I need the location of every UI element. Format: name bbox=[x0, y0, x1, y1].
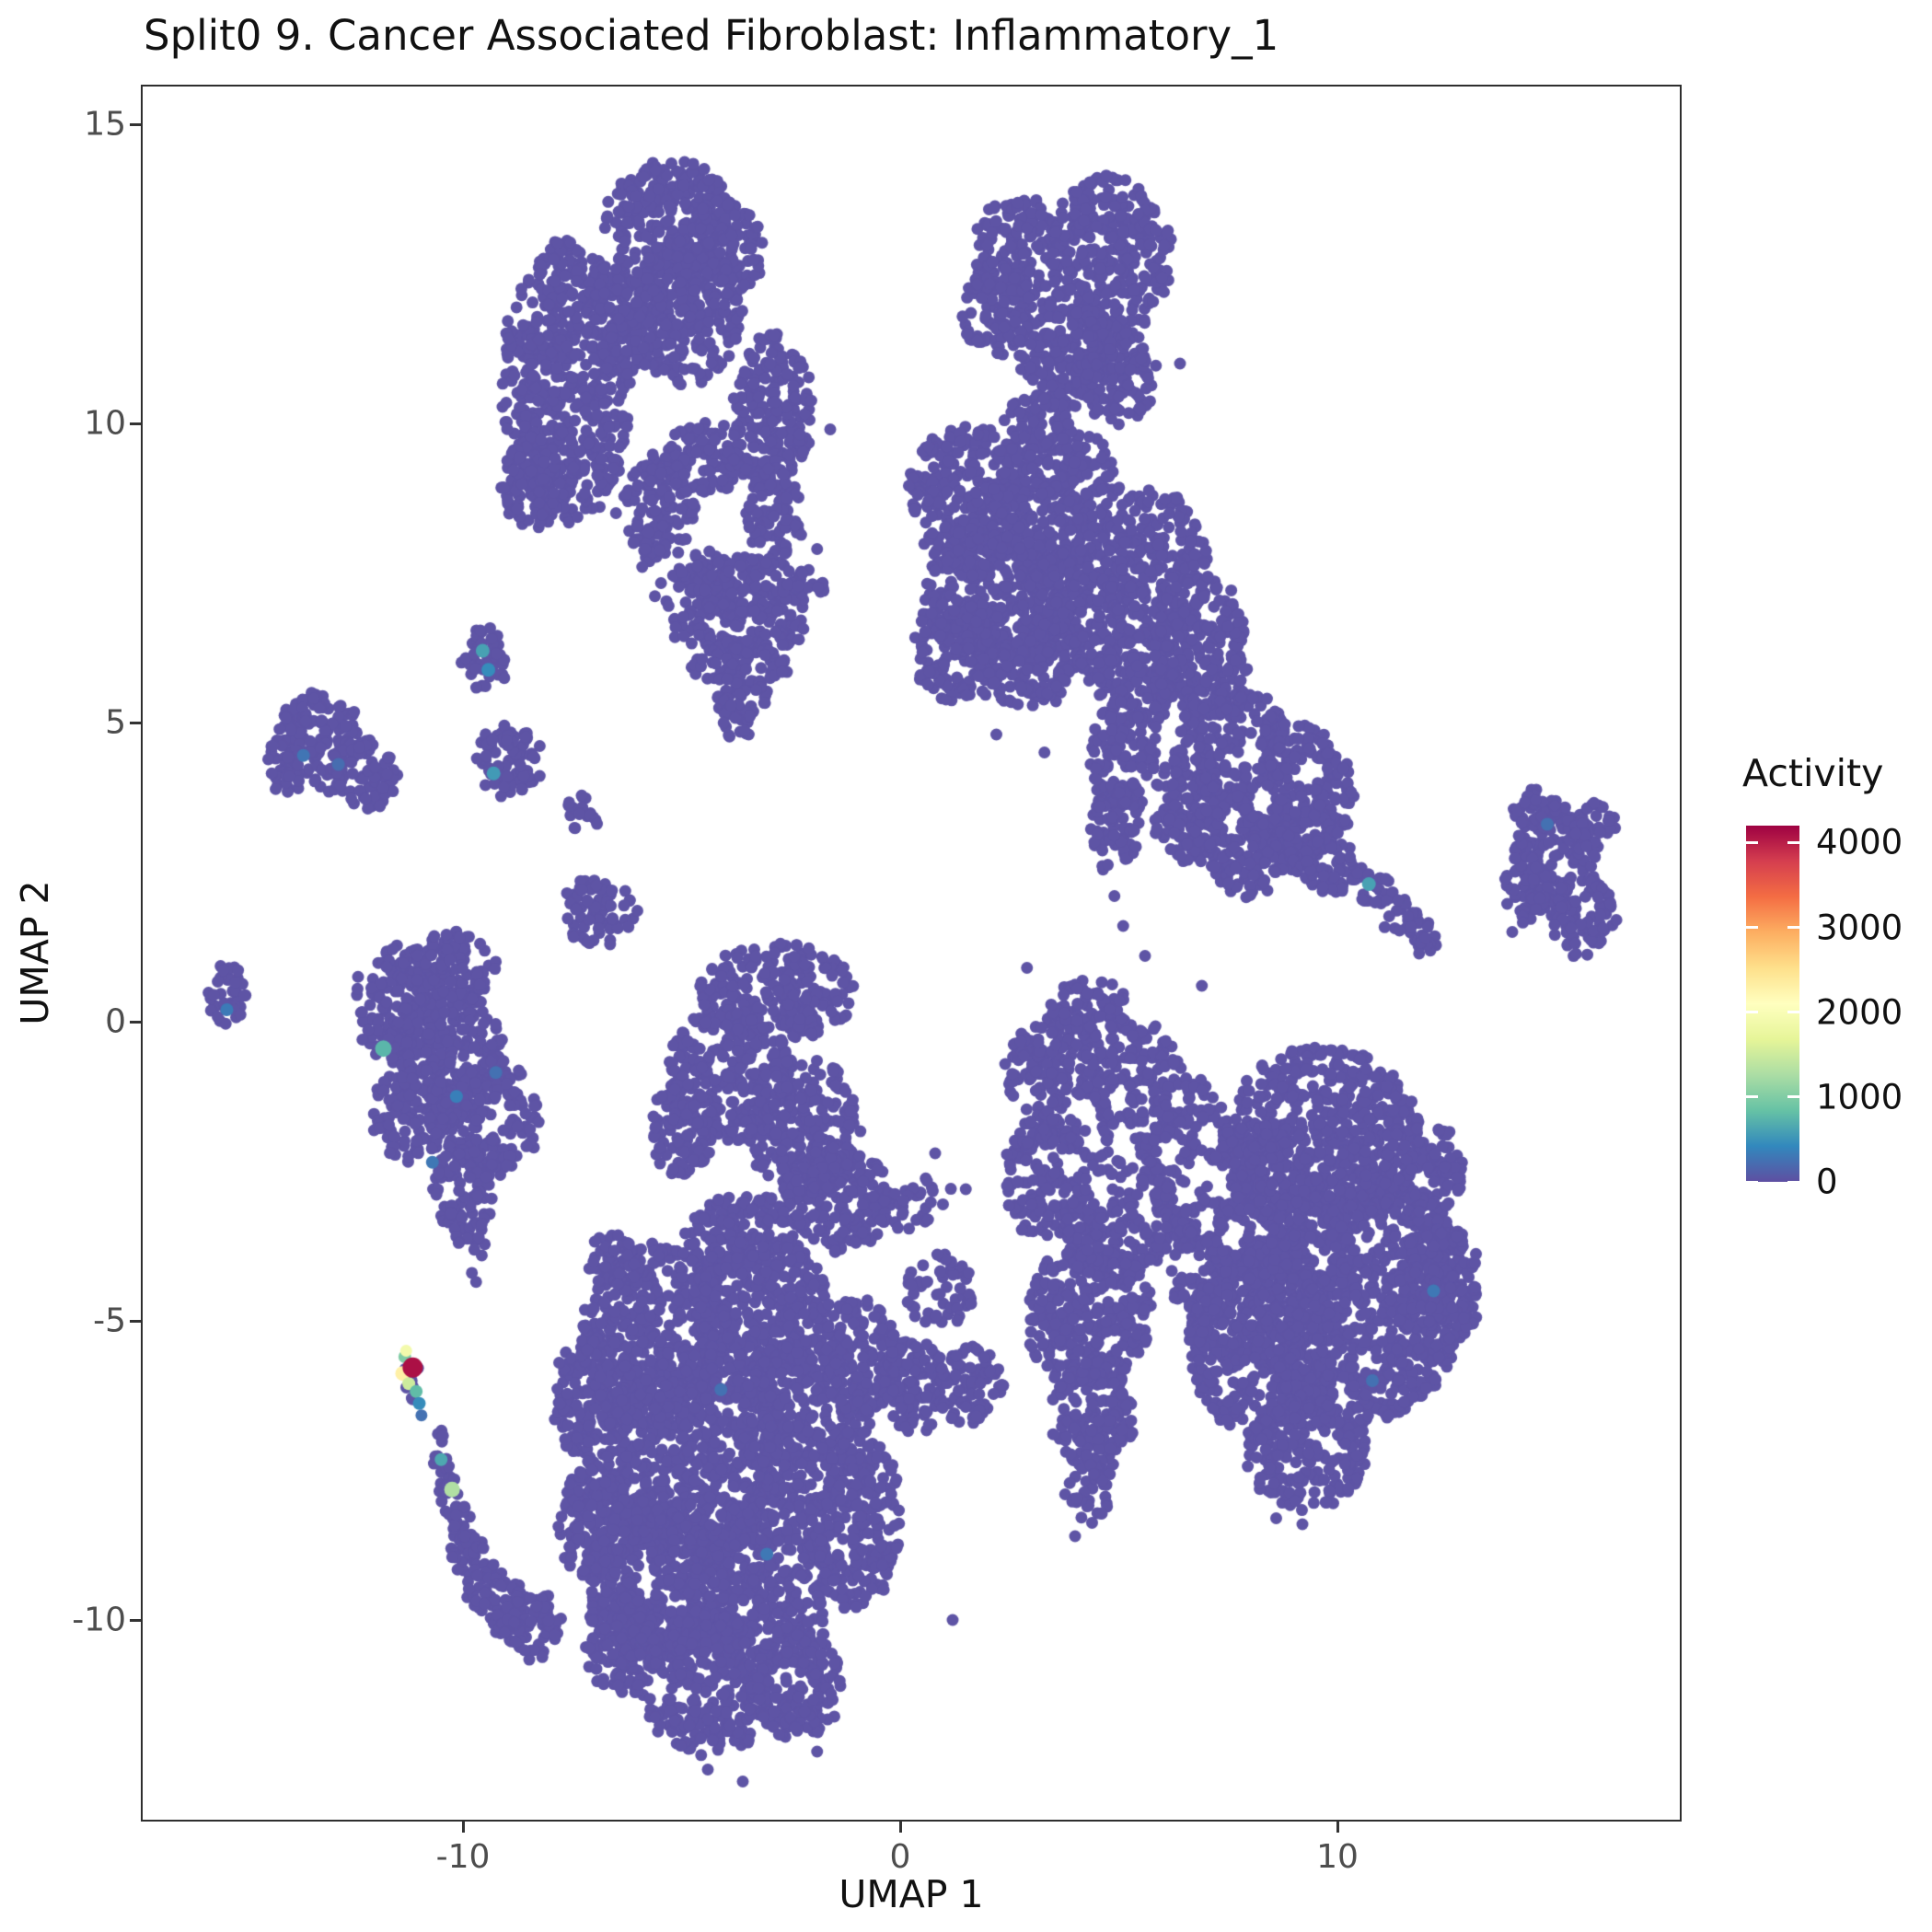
legend-tick-label: 1000 bbox=[1816, 1077, 1903, 1117]
y-axis-tick-mark bbox=[130, 1618, 141, 1622]
legend-tick-mark bbox=[1746, 1011, 1758, 1014]
y-tick-label: -10 bbox=[72, 1601, 126, 1639]
plot-panel bbox=[141, 85, 1682, 1822]
x-axis-tick-mark bbox=[461, 1822, 465, 1833]
y-axis-tick-mark bbox=[130, 1319, 141, 1323]
y-axis-title: UMAP 2 bbox=[13, 880, 57, 1025]
legend-tick-label: 2000 bbox=[1816, 992, 1903, 1033]
x-tick-label: 0 bbox=[889, 1838, 911, 1876]
legend-tick-label: 3000 bbox=[1816, 908, 1903, 948]
legend-tick-mark bbox=[1746, 1180, 1758, 1184]
y-axis-tick-mark bbox=[130, 422, 141, 425]
x-tick-label: -10 bbox=[435, 1838, 491, 1876]
y-axis-tick-mark bbox=[130, 721, 141, 724]
legend-tick-mark bbox=[1787, 926, 1799, 930]
legend-title: Activity bbox=[1742, 751, 1884, 795]
legend-colorbar bbox=[1746, 826, 1799, 1182]
legend-tick-label: 4000 bbox=[1816, 822, 1903, 862]
y-tick-label: 5 bbox=[105, 703, 126, 742]
umap-scatter-canvas bbox=[143, 87, 1680, 1820]
y-tick-label: 15 bbox=[84, 105, 126, 144]
y-tick-label: 0 bbox=[105, 1002, 126, 1041]
plot-title: Split0 9. Cancer Associated Fibroblast: … bbox=[144, 11, 1279, 60]
x-axis-tick-mark bbox=[898, 1822, 902, 1833]
legend-tick-label: 0 bbox=[1816, 1162, 1838, 1202]
legend-tick-mark bbox=[1746, 926, 1758, 930]
legend-tick-mark bbox=[1746, 840, 1758, 844]
legend-tick-mark bbox=[1787, 1011, 1799, 1014]
legend-tick-mark bbox=[1787, 840, 1799, 844]
y-axis-tick-mark bbox=[130, 122, 141, 126]
x-axis-title: UMAP 1 bbox=[839, 1872, 984, 1916]
y-tick-label: 10 bbox=[84, 404, 126, 443]
legend-tick-mark bbox=[1787, 1095, 1799, 1099]
x-tick-label: 10 bbox=[1316, 1838, 1359, 1876]
y-tick-label: -5 bbox=[93, 1301, 126, 1340]
legend-tick-mark bbox=[1746, 1095, 1758, 1099]
x-axis-tick-mark bbox=[1336, 1822, 1339, 1833]
legend-tick-mark bbox=[1787, 1180, 1799, 1184]
y-axis-tick-mark bbox=[130, 1020, 141, 1024]
